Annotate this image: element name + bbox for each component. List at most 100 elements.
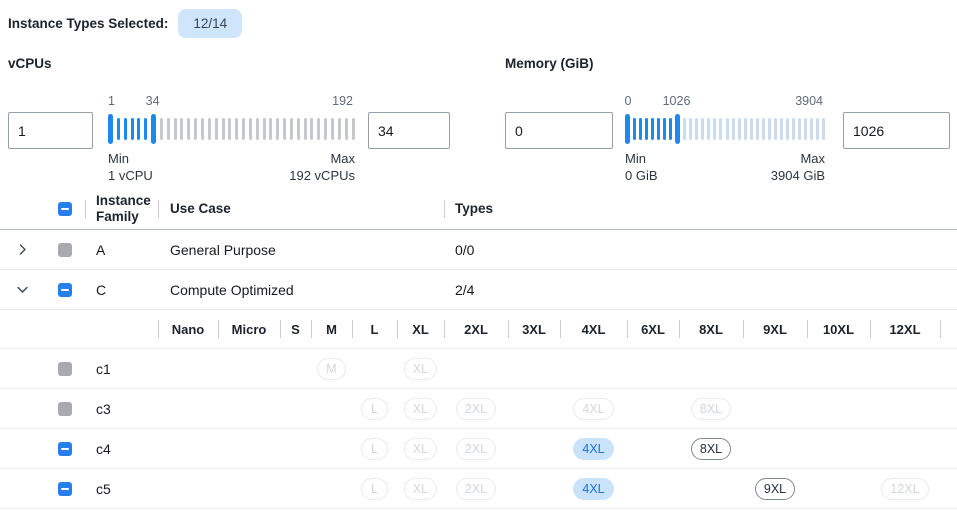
slider-tick [310,118,314,140]
size-column-label: 4XL [581,321,606,337]
slider-tick [767,118,771,140]
column-divider [444,199,445,218]
size-badge-xl: XL [403,477,438,500]
selected-count-badge: 12/14 [178,8,243,38]
size-header-spacer [0,310,158,348]
memory-slider-marks: 0 1026 3904 [625,94,825,112]
size-badge-12xl: 12XL [881,477,929,500]
slider-tick [689,118,693,140]
slider-tick [296,118,300,140]
column-divider [85,199,86,218]
slider-handle-low[interactable] [108,114,113,144]
slider-tick [755,118,759,140]
size-cell-l: L [352,469,397,508]
size-cell-s [280,429,311,468]
vcpus-slider-marks: 1 34 192 [108,94,355,112]
slider-tick [221,118,225,140]
size-cell-l [352,349,397,388]
size-cell-xl: XL [397,429,444,468]
size-cell-xl: XL [397,469,444,508]
size-cell-micro [218,389,280,428]
size-cell-micro [218,429,280,468]
instance-type-row-c4: c4 L XL 2XL 4XL 8XL [0,429,957,469]
slider-tick [785,118,789,140]
size-badge-8xl: 8XL [690,397,732,420]
slider-tick [137,118,141,140]
size-cell-9xl [743,349,807,388]
slider-tick [809,118,813,140]
memory-min-input[interactable] [505,112,613,149]
vcpus-range-slider[interactable]: 1 34 192 Min 1 vCPU Max 192 vCPUs [108,94,355,184]
size-badge-l: L [361,477,388,500]
size-column-10xl: 10XL [807,310,870,348]
size-badge-2xl: 2XL [455,437,497,460]
slider-handle-high[interactable] [675,114,681,144]
instance-type-checkbox[interactable] [58,481,72,496]
slider-tick [194,118,198,140]
table-body: A General Purpose 0/0 C Compute Optimized 2/4… [0,230,957,509]
size-badge-l: L [361,437,388,460]
size-badge-9xl[interactable]: 9XL [754,477,796,500]
slider-handle-high[interactable] [151,114,157,144]
slider-tick [337,118,341,140]
size-column-xl: XL [397,310,444,348]
size-cell-2xl: 2XL [444,469,508,508]
size-header-row: Nano Micro S M L XL 2XL 3XL 4XL 6XL 8XL 9XL 10XL 12XL [0,310,957,349]
subrow-checkbox-cell [45,481,85,496]
size-badge-8xl[interactable]: 8XL [690,437,732,460]
expand-toggle[interactable] [0,243,45,256]
slider-tick [803,118,807,140]
slider-tick [180,118,184,140]
size-column-6xl: 6XL [627,310,679,348]
size-cell-8xl [679,349,743,388]
family-row-c: C Compute Optimized 2/4 [0,270,957,310]
size-cell-12xl [870,429,940,468]
size-cell-3xl [508,389,560,428]
size-cell-6xl [627,469,679,508]
family-name: A [96,241,106,258]
size-column-label: 12XL [889,321,921,337]
slider-tick [331,118,334,140]
size-cell-6xl [627,389,679,428]
size-column-s: S [280,310,311,348]
memory-max-input[interactable] [843,112,950,149]
size-column-label: M [326,321,337,337]
slider-tick [695,118,699,140]
expand-toggle[interactable] [0,283,45,296]
slider-tick [791,118,795,140]
memory-range-slider[interactable]: 0 1026 3904 Min 0 GiB Max 3904 GiB [625,94,825,184]
column-divider [218,320,219,338]
instance-type-row-c5: c5 L XL 2XL 4XL 9XL 12XL [0,469,957,509]
size-badge-4xl[interactable]: 4XL [573,477,614,500]
instance-type-checkbox[interactable] [58,441,72,456]
slider-tick [207,118,211,140]
size-badge-4xl[interactable]: 4XL [573,437,614,460]
table-header-row: Instance Family Use Case Types [0,188,957,230]
slider-tick [645,118,649,140]
slider-tick [707,118,711,140]
size-column-4xl: 4XL [560,310,627,348]
select-all-checkbox[interactable] [58,201,72,216]
size-cell-xl: XL [397,389,444,428]
vcpus-max-input[interactable] [368,112,450,149]
instance-type-row-c1: c1 M XL [0,349,957,389]
family-checkbox[interactable] [58,282,72,297]
slider-handle-low[interactable] [625,114,630,144]
size-column-2xl: 2XL [444,310,508,348]
size-cell-nano [158,469,218,508]
size-cell-3xl [508,469,560,508]
slider-tick [255,118,259,140]
size-column-label: S [291,321,300,337]
slider-tick [130,118,134,140]
slider-tick [144,118,148,140]
size-column-label: 10XL [822,321,855,337]
size-badge-l: L [361,397,388,420]
size-cell-m [311,429,352,468]
family-use-case: General Purpose [170,241,276,258]
vcpus-min-input[interactable] [8,112,93,149]
size-cell-s [280,349,311,388]
subrow-checkbox-cell [45,361,85,376]
size-cell-8xl: 8XL [679,389,743,428]
slider-tick [657,118,661,140]
filters-section: vCPUs 1 34 192 Min 1 vCPU Max 192 vCPUs … [0,46,957,188]
